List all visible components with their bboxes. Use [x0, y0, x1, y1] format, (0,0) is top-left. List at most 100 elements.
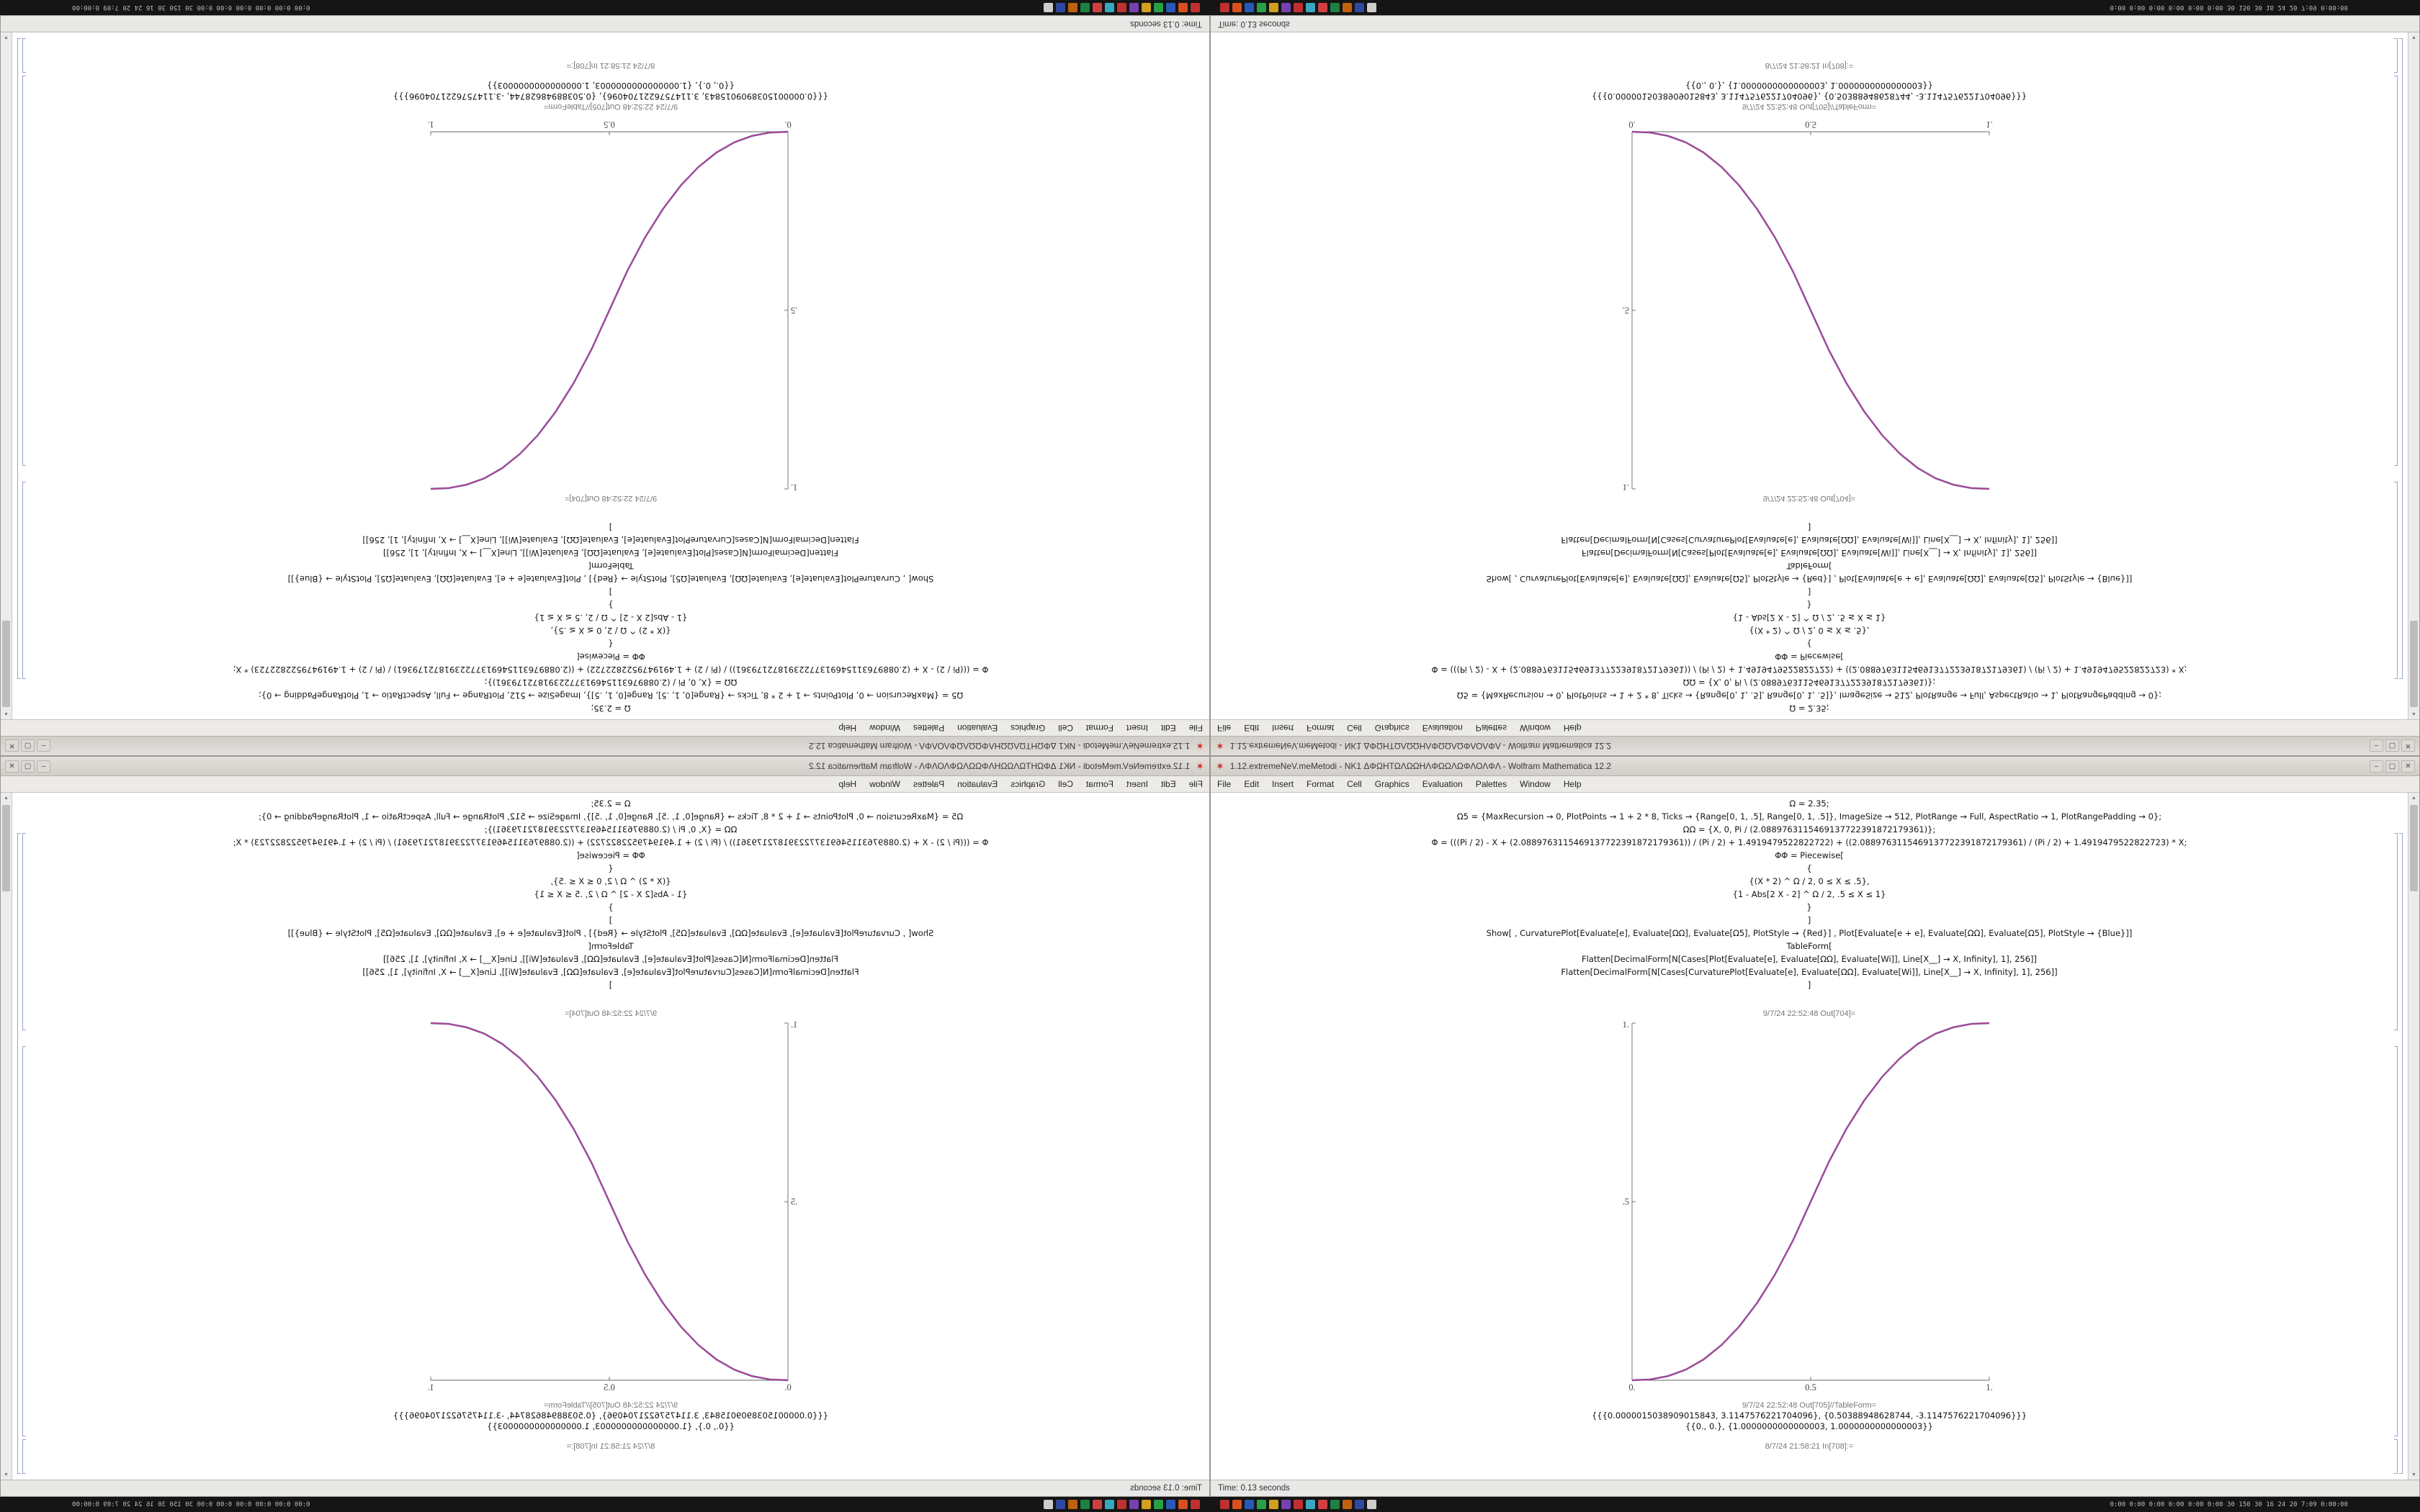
code-line[interactable]: ] — [1807, 587, 1811, 597]
taskbar-app-12-icon[interactable] — [1355, 1500, 1364, 1509]
menu-graphics[interactable]: Graphics — [1010, 779, 1046, 789]
code-line[interactable]: Ω = 2.35; — [591, 798, 631, 809]
code-line[interactable]: Flatten[DecimalForm[N[Cases[Plot[Evaluat… — [383, 954, 838, 964]
taskbar-app-2-icon[interactable] — [1232, 1500, 1242, 1509]
code-line[interactable]: { — [1806, 639, 1812, 649]
menu-window[interactable]: Window — [1520, 779, 1551, 789]
code-line[interactable]: ΩΩ = {X, 0, Pi / (2.08897631154691377223… — [1682, 824, 1936, 834]
cell-bracket[interactable] — [22, 482, 26, 679]
taskbar-app-6-icon[interactable] — [1129, 3, 1139, 12]
menu-help[interactable]: Help — [838, 779, 857, 789]
menu-palettes[interactable]: Palettes — [913, 723, 945, 733]
maximize-button[interactable]: ▢ — [2385, 739, 2399, 752]
cell-bracket[interactable] — [22, 38, 26, 73]
code-line[interactable]: ΦΦ = Piecewise[ — [1775, 850, 1844, 860]
code-line[interactable]: ] — [1807, 522, 1811, 532]
vertical-scrollbar[interactable]: ▲ ▼ — [2408, 793, 2419, 1480]
input-cell[interactable]: Ω = 2.35; Ω5 = {MaxRecursion → 0, PlotPo… — [1211, 797, 2408, 991]
window-titlebar[interactable]: ✶ 1.12.extremeNeV.meMetodi - NK1 ΔΦΩΗΤΩΛ… — [1211, 757, 2419, 776]
code-line[interactable]: {(X * 2) ^ Ω / 2, 0 ≤ X ≤ .5}, — [1749, 876, 1870, 886]
code-line[interactable]: Show[ , CurvaturePlot[Evaluate[e], Evalu… — [1486, 928, 2133, 938]
code-line[interactable]: {1 - Abs[2 X - 2] ^ Ω / 2, .5 ≤ X ≤ 1} — [534, 889, 688, 899]
taskbar-app-11-icon[interactable] — [1068, 1500, 1077, 1509]
menu-evaluation[interactable]: Evaluation — [1422, 723, 1463, 733]
scrollbar-thumb[interactable] — [2410, 621, 2418, 707]
taskbar-app-9-icon[interactable] — [1093, 1500, 1102, 1509]
maximize-button[interactable]: ▢ — [21, 760, 35, 773]
code-line[interactable]: ] — [609, 522, 613, 532]
code-line[interactable]: Φ = (((Pi / 2) - X + (2.0889763115469137… — [1431, 665, 2187, 675]
menu-edit[interactable]: Edit — [1160, 723, 1176, 733]
minimize-button[interactable]: – — [2370, 760, 2383, 773]
menu-cell[interactable]: Cell — [1347, 723, 1362, 733]
notebook-content[interactable]: Ω = 2.35; Ω5 = {MaxRecursion → 0, PlotPo… — [12, 32, 1209, 719]
taskbar-app-13-icon[interactable] — [1367, 3, 1376, 12]
code-line[interactable]: {1 - Abs[2 X - 2] ^ Ω / 2, .5 ≤ X ≤ 1} — [1732, 613, 1886, 623]
code-line[interactable]: Ω = 2.35; — [591, 703, 631, 714]
notebook-content[interactable]: Ω = 2.35; Ω5 = {MaxRecursion → 0, PlotPo… — [12, 793, 1209, 1480]
taskbar-app-11-icon[interactable] — [1068, 3, 1077, 12]
cell-group-bracket[interactable] — [17, 38, 21, 679]
code-line[interactable]: {(X * 2) ^ Ω / 2, 0 ≤ X ≤ .5}, — [550, 876, 671, 886]
cell-bracket[interactable] — [2394, 1046, 2398, 1436]
code-line[interactable]: {1 - Abs[2 X - 2] ^ Ω / 2, .5 ≤ X ≤ 1} — [1732, 889, 1886, 899]
scroll-up-icon[interactable]: ▲ — [2411, 795, 2416, 801]
input-cell[interactable]: Ω = 2.35; Ω5 = {MaxRecursion → 0, PlotPo… — [12, 521, 1209, 715]
taskbar-app-9-icon[interactable] — [1093, 3, 1102, 12]
maximize-button[interactable]: ▢ — [2385, 760, 2399, 773]
taskbar-app-5-icon[interactable] — [1142, 3, 1151, 12]
code-line[interactable]: ΩΩ = {X, 0, Pi / (2.08897631154691377223… — [484, 824, 738, 834]
menu-graphics[interactable]: Graphics — [1010, 723, 1046, 733]
taskbar-app-4-icon[interactable] — [1154, 3, 1163, 12]
taskbar-app-1-icon[interactable] — [1191, 1500, 1200, 1509]
menu-graphics[interactable]: Graphics — [1374, 723, 1410, 733]
notebook-content[interactable]: Ω = 2.35; Ω5 = {MaxRecursion → 0, PlotPo… — [1211, 793, 2408, 1480]
cell-bracket[interactable] — [2394, 76, 2398, 466]
taskbar-app-6-icon[interactable] — [1281, 3, 1291, 12]
taskbar-app-10-icon[interactable] — [1080, 1500, 1090, 1509]
code-line[interactable]: Flatten[DecimalForm[N[Cases[CurvaturePlo… — [1561, 967, 2058, 977]
menu-palettes[interactable]: Palettes — [913, 779, 945, 789]
taskbar-app-6-icon[interactable] — [1129, 1500, 1139, 1509]
code-line[interactable]: Φ = (((Pi / 2) - X + (2.0889763115469137… — [233, 665, 989, 675]
notebook-content[interactable]: Ω = 2.35; Ω5 = {MaxRecursion → 0, PlotPo… — [1211, 32, 2408, 719]
scroll-down-icon[interactable]: ▼ — [4, 1472, 9, 1477]
taskbar-app-7-icon[interactable] — [1117, 3, 1126, 12]
cell-bracket[interactable] — [22, 1046, 26, 1436]
menu-palettes[interactable]: Palettes — [1475, 723, 1507, 733]
code-line[interactable]: TableForm[ — [588, 941, 634, 951]
menu-file[interactable]: File — [1217, 723, 1232, 733]
code-line[interactable]: Ω5 = {MaxRecursion → 0, PlotPoints → 1 +… — [258, 690, 964, 701]
menu-help[interactable]: Help — [838, 723, 857, 733]
code-line[interactable]: Flatten[DecimalForm[N[Cases[CurvaturePlo… — [1561, 535, 2058, 545]
taskbar-app-13-icon[interactable] — [1044, 1500, 1053, 1509]
taskbar-app-7-icon[interactable] — [1294, 1500, 1303, 1509]
taskbar-app-12-icon[interactable] — [1056, 3, 1065, 12]
taskbar-app-8-icon[interactable] — [1105, 1500, 1114, 1509]
cell-bracket[interactable] — [2394, 1439, 2398, 1474]
menu-help[interactable]: Help — [1563, 723, 1582, 733]
code-line[interactable]: ΦΦ = Piecewise[ — [576, 652, 645, 662]
taskbar-app-1-icon[interactable] — [1191, 3, 1200, 12]
scroll-up-icon[interactable]: ▲ — [4, 795, 9, 801]
code-line[interactable]: } — [1806, 600, 1812, 610]
cell-bracket[interactable] — [2394, 38, 2398, 73]
menu-edit[interactable]: Edit — [1244, 723, 1260, 733]
code-line[interactable]: TableForm[ — [1786, 941, 1832, 951]
vertical-scrollbar[interactable]: ▲ ▼ — [1, 32, 12, 719]
cell-group-bracket[interactable] — [17, 833, 21, 1474]
taskbar-app-7-icon[interactable] — [1117, 1500, 1126, 1509]
taskbar-app-11-icon[interactable] — [1343, 1500, 1352, 1509]
code-line[interactable]: {1 - Abs[2 X - 2] ^ Ω / 2, .5 ≤ X ≤ 1} — [534, 613, 688, 623]
code-line[interactable]: ΩΩ = {X, 0, Pi / (2.08897631154691377223… — [484, 678, 738, 688]
cell-bracket[interactable] — [22, 1439, 26, 1474]
taskbar-app-4-icon[interactable] — [1257, 3, 1266, 12]
scroll-up-icon[interactable]: ▲ — [2411, 711, 2416, 717]
input-cell[interactable]: Ω = 2.35; Ω5 = {MaxRecursion → 0, PlotPo… — [1211, 521, 2408, 715]
taskbar-app-2-icon[interactable] — [1178, 1500, 1188, 1509]
code-line[interactable]: { — [1806, 863, 1812, 873]
code-line[interactable]: ] — [609, 587, 613, 597]
menu-help[interactable]: Help — [1563, 779, 1582, 789]
scroll-up-icon[interactable]: ▲ — [4, 711, 9, 717]
close-button[interactable]: ✕ — [5, 760, 19, 773]
